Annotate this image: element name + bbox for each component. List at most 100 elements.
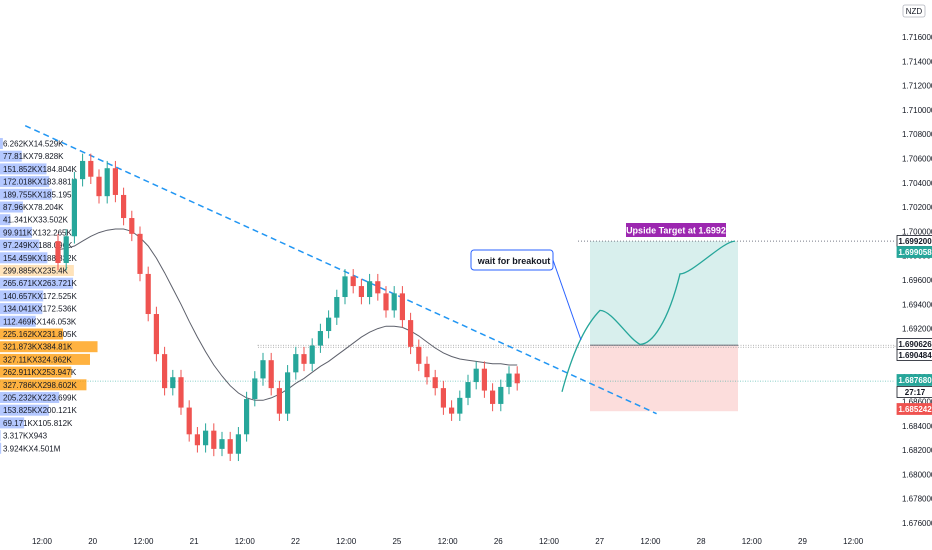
candle-body[interactable] [252,378,258,400]
loss-zone[interactable] [590,345,738,412]
price-axis-tick: 1.680000 [902,470,932,479]
forecast-path[interactable] [561,240,736,392]
candle-body[interactable] [63,236,69,263]
candle-body[interactable] [162,354,168,389]
candle-body[interactable] [203,430,209,446]
volume-profile-bar [0,138,3,149]
currency-label: NZD [906,7,923,16]
candle-body[interactable] [285,372,291,414]
candle-body[interactable] [440,388,446,408]
candle-body[interactable] [112,168,118,195]
candle-body[interactable] [276,388,282,414]
candle-body[interactable] [317,331,323,346]
time-axis-tick: 21 [190,537,199,546]
candle-body[interactable] [244,399,250,435]
candle-body[interactable] [194,434,200,446]
volume-profile-bar [0,353,90,365]
candle-body[interactable] [96,176,102,197]
currency-badge[interactable] [902,4,926,18]
price-tag-box[interactable] [896,246,932,258]
candle-body[interactable] [121,194,127,219]
time-axis-tick: 20 [88,537,97,546]
volume-profile-bar [0,226,33,238]
candle-body[interactable] [416,346,422,364]
candle-body[interactable] [235,434,241,454]
volume-profile-label: 327.11KX324.962K [3,355,72,364]
volume-profile-label: 87.96KX78.204K [3,203,64,212]
candle-body[interactable] [432,377,438,389]
time-axis-tick: 25 [392,537,401,546]
candle-body[interactable] [153,314,159,355]
candle-body[interactable] [137,233,143,274]
candle-body[interactable] [399,293,405,321]
candle-body[interactable] [88,160,94,177]
price-axis-tick: 1.704000 [902,179,932,188]
candle-body[interactable] [391,293,397,311]
time-axis-tick: 22 [291,537,300,546]
breakout-callout-text: wait for breakout [477,256,551,266]
time-axis-tick: 12:00 [133,537,154,546]
candle-body[interactable] [334,297,340,318]
candle-body[interactable] [506,373,512,387]
candle-body[interactable] [473,368,479,383]
candle-body[interactable] [104,168,110,197]
time-axis-tick: 12:00 [235,537,256,546]
price-tag-box[interactable] [896,374,932,386]
price-axis-tick: 1.708000 [902,130,932,139]
candle-body[interactable] [145,273,151,315]
volume-profile-bar [0,341,98,353]
candle-body[interactable] [350,276,356,287]
candle-body[interactable] [342,276,348,298]
candle-body[interactable] [309,345,315,364]
candle-body[interactable] [80,160,86,180]
candle-body[interactable] [481,368,487,391]
descending-trendline[interactable] [24,125,657,415]
price-axis-tick: 1.694000 [902,300,932,309]
candle-body[interactable] [408,320,414,347]
breakout-callout-box[interactable] [470,249,554,271]
candle-body[interactable] [358,286,364,298]
volume-profile-bar [0,277,74,289]
price-tag-box[interactable] [896,386,932,398]
candle-body[interactable] [457,397,463,414]
candle-body[interactable] [268,360,274,389]
candle-body[interactable] [498,386,504,404]
candle-body[interactable] [375,281,381,294]
candle-body[interactable] [301,354,307,364]
candle-body[interactable] [219,439,225,449]
volume-profile-label: 140.657KX172.525K [3,292,78,301]
price-axis-tick: 1.678000 [902,495,932,504]
candle-body[interactable] [326,317,332,332]
candle-body[interactable] [293,354,299,373]
price-tag-box[interactable] [896,349,932,361]
candle-body[interactable] [129,218,135,234]
price-axis-tick: 1.686000 [902,398,932,407]
candle-body[interactable] [186,407,192,435]
candle-body[interactable] [490,390,496,404]
candle-body[interactable] [178,377,184,408]
upside-target-label-box[interactable] [626,223,726,237]
candle-body[interactable] [227,439,233,454]
candle-body[interactable] [514,373,520,384]
time-axis-tick: 28 [697,537,706,546]
price-tag-box[interactable] [896,403,932,415]
candle-body[interactable] [260,360,266,379]
volume-profile-label: 327.786KX298.602K [3,381,78,390]
candle-body[interactable] [71,179,77,237]
candle-body[interactable] [367,281,373,298]
volume-profile-bar [0,417,25,429]
candle-body[interactable] [465,382,471,398]
volume-profile-label: 321.873KX384.81K [3,343,73,352]
volume-profile-label: 262.911KX253.947K [3,368,77,377]
candle-body[interactable] [211,430,217,449]
candle-body[interactable] [55,241,61,263]
candle-body[interactable] [383,293,389,311]
price-tag-label: 1.699058 [898,248,932,257]
profit-zone[interactable] [590,241,738,346]
volume-profile-label: 6.262KX14.529K [3,140,64,149]
candle-body[interactable] [449,407,455,414]
candle-body[interactable] [424,363,430,378]
candle-body[interactable] [170,377,176,389]
